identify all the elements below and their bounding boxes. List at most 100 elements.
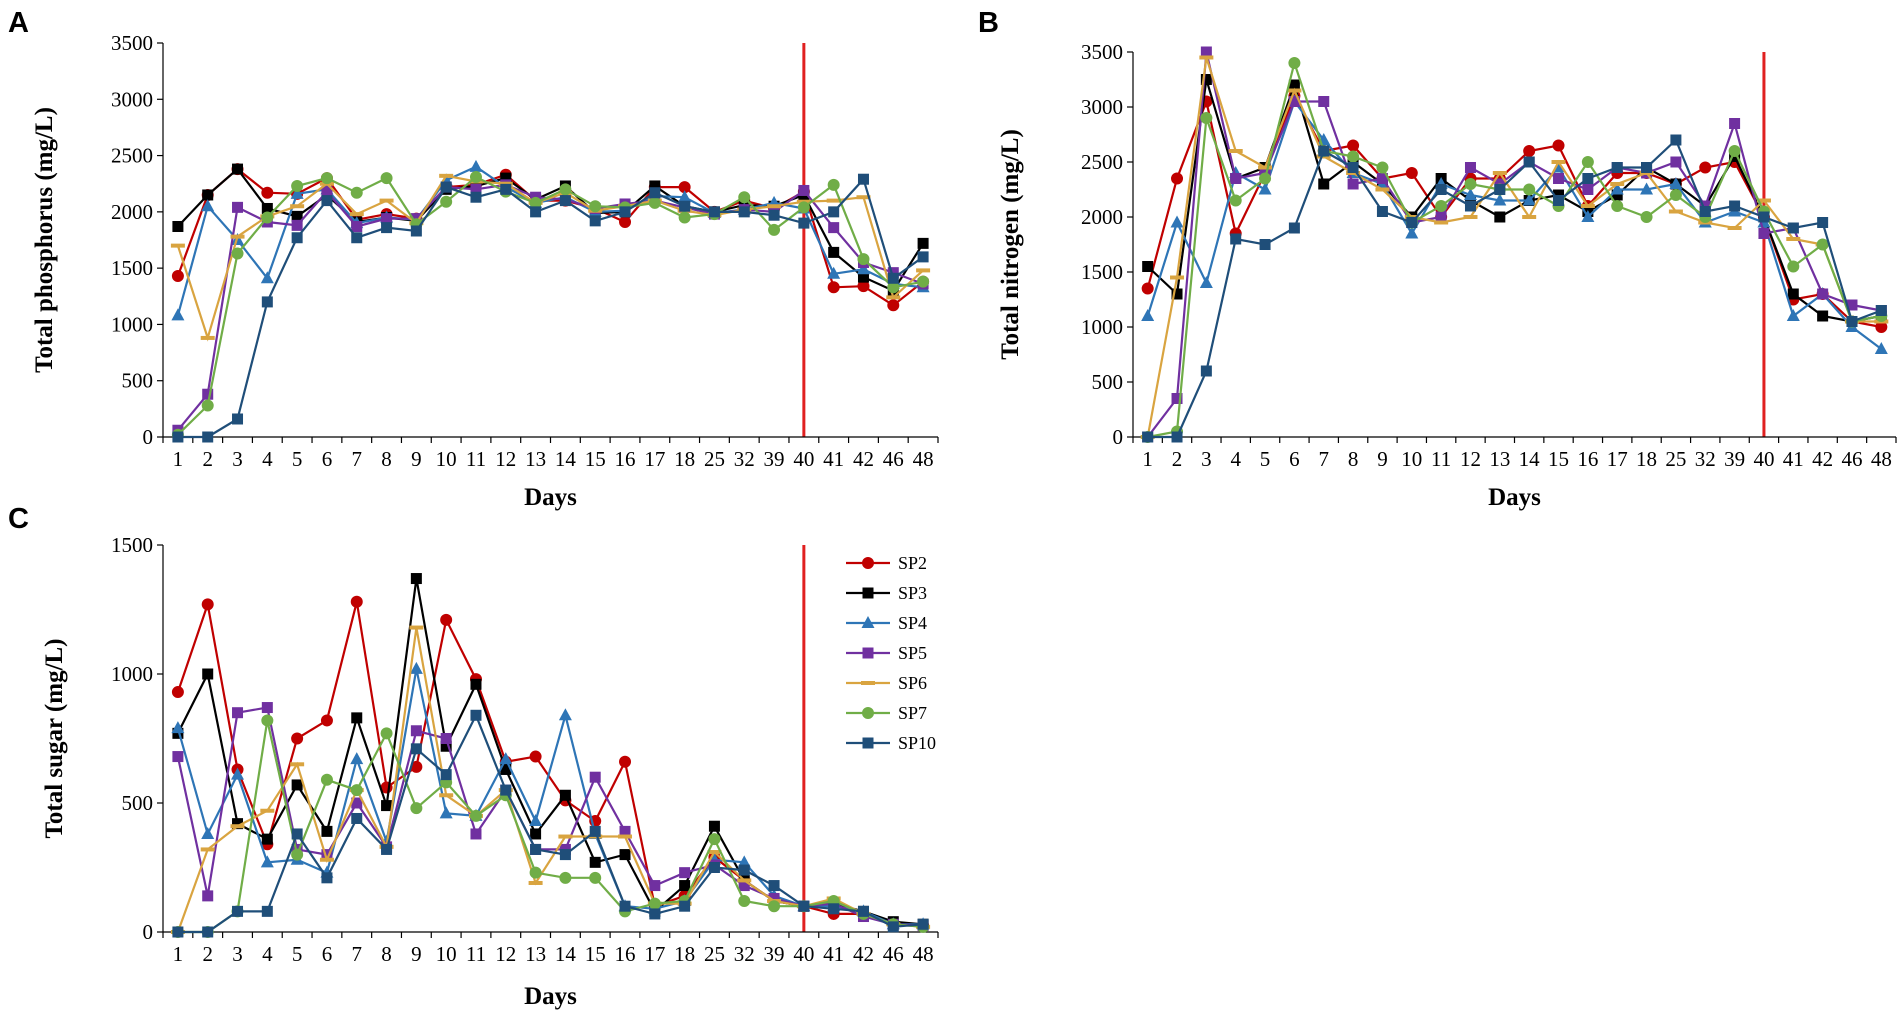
- panel-c-data-point: [618, 834, 633, 839]
- panel-a-data-point: [172, 431, 184, 443]
- panel-a-data-point: [827, 266, 841, 279]
- panel-a-data-point: [827, 178, 840, 191]
- panel-b-data-point: [1170, 215, 1184, 228]
- panel-c-x-tick-label: 16: [615, 942, 636, 966]
- panel-c-data-point: [409, 625, 424, 630]
- panel-b-data-point: [1230, 233, 1242, 245]
- panel-c-data-point: [202, 890, 214, 902]
- panel-c-data-point: [530, 828, 542, 840]
- panel-b-x-tick-label: 48: [1871, 447, 1892, 471]
- panel-b-series-sp10: [1142, 134, 1887, 443]
- panel-a-data-point: [887, 267, 899, 279]
- panel-c-data-point: [738, 895, 751, 908]
- panel-b-data-point: [1258, 165, 1273, 170]
- legend-item-sp6: SP6: [846, 673, 927, 693]
- panel-a-data-point: [768, 209, 780, 221]
- panel-c-data-point: [410, 743, 422, 755]
- legend-item-sp2: SP2: [846, 553, 927, 573]
- panel-c-data-point: [291, 779, 303, 791]
- panel-b-data-point: [1670, 156, 1682, 168]
- panel-b-data-point: [1611, 189, 1623, 201]
- panel-a-data-point: [559, 183, 572, 196]
- panel-b-data-point: [1376, 206, 1388, 217]
- panel-b-series-line-sp7: [1147, 59, 1882, 439]
- panel-c-x-tick-label: 9: [411, 942, 422, 966]
- panel-c-x-tick-label: 39: [764, 942, 785, 966]
- panel-b-data-point: [1228, 149, 1243, 153]
- panel-b-data-point: [1347, 150, 1360, 163]
- panel-a-x-tick-label: 13: [525, 447, 546, 471]
- panel-a-data-point: [231, 247, 244, 260]
- legend-label: SP3: [898, 583, 927, 603]
- panel-c-x-tick-label: 41: [823, 942, 844, 966]
- panel-c-data-point: [351, 712, 363, 724]
- panel-a-y-tick-label: 0: [143, 425, 154, 449]
- panel-b-series-sp2: [1141, 90, 1888, 333]
- panel-b-y-tick-label: 2000: [1081, 205, 1123, 229]
- panel-b-data-point: [1668, 209, 1683, 214]
- panel-b-data-point: [1581, 156, 1594, 168]
- panel-a-data-point: [291, 210, 303, 222]
- panel-a-data-point: [201, 399, 214, 412]
- panel-a-data-point: [678, 190, 692, 203]
- panel-a-data-point: [439, 173, 454, 178]
- panel-c-x-tick-label: 7: [352, 942, 363, 966]
- panel-a-data-point: [232, 201, 244, 213]
- panel-c-data-point: [589, 856, 601, 868]
- panel-a-data-point: [530, 206, 542, 218]
- panel-a-data-point: [589, 200, 602, 213]
- panel-c-x-tick-label: 25: [704, 942, 725, 966]
- panel-c-data-point: [559, 871, 572, 884]
- panel-c-data-point: [768, 900, 781, 913]
- panel-c-x-tick-label: 48: [913, 942, 934, 966]
- panel-b-data-point: [1582, 173, 1594, 184]
- panel-c-data-point: [589, 771, 601, 783]
- panel-b-data-point: [1729, 118, 1741, 129]
- panel-b-x-tick-label: 4: [1230, 447, 1241, 471]
- panel-a-data-point: [381, 222, 393, 234]
- panel-a-data-point: [261, 202, 273, 214]
- panel-b-data-point: [1787, 288, 1799, 300]
- panel-c-x-tick-label: 3: [232, 942, 243, 966]
- panel-b-data-point: [1463, 215, 1478, 219]
- panel-b-data-point: [1875, 305, 1887, 316]
- panel-a-data-point: [202, 431, 214, 443]
- panel-b-data-point: [1288, 96, 1300, 107]
- panel-b-y-tick-label: 0: [1113, 425, 1124, 449]
- panel-c-x-tick-label: 8: [381, 942, 392, 966]
- panel-a-x-tick-label: 40: [793, 447, 814, 471]
- panel-a-x-tick-label: 6: [322, 447, 333, 471]
- panel-b-data-point: [1259, 172, 1272, 185]
- panel-b-data-point: [1699, 161, 1712, 174]
- panel-c-data-point: [202, 926, 214, 938]
- panel-c-data-point: [172, 727, 184, 739]
- panel-a-data-point: [381, 213, 393, 225]
- panel-b-x-tick-label: 15: [1548, 447, 1569, 471]
- panel-c-data-point: [291, 828, 303, 840]
- panel-b-data-point: [1141, 282, 1154, 295]
- panel-c-data-point: [707, 850, 722, 855]
- panel-a-series-line-sp2: [176, 167, 924, 307]
- panel-b-y-tick-label: 500: [1092, 370, 1124, 394]
- panel-a-x-tick-label: 15: [585, 447, 606, 471]
- panel-a-data-point: [916, 268, 931, 273]
- panel-c-x-tick-label: 4: [262, 942, 273, 966]
- panel-b-data-point: [1170, 275, 1185, 280]
- panel-a-data-point: [738, 191, 751, 204]
- panel-c-data-point: [410, 725, 422, 737]
- panel-b-data-point: [1259, 239, 1271, 250]
- panel-b-data-point: [1200, 74, 1212, 85]
- panel-a-data-point: [768, 223, 781, 236]
- panel-c-data-point: [230, 824, 245, 829]
- legend-marker: [862, 707, 874, 719]
- panel-c-data-point: [202, 668, 214, 680]
- panel-a-data-point: [349, 212, 364, 217]
- panel-b-x-tick-label: 41: [1783, 447, 1804, 471]
- panel-c-x-tick-label: 42: [853, 942, 874, 966]
- panel-b-data-point: [1523, 156, 1535, 168]
- panel-c-data-point: [558, 834, 573, 839]
- panel-b-x-tick-label: 2: [1172, 447, 1183, 471]
- panel-c-x-tick-label: 13: [525, 942, 546, 966]
- panel-b-data-point: [1406, 217, 1418, 228]
- panel-b-data-point: [1669, 189, 1682, 201]
